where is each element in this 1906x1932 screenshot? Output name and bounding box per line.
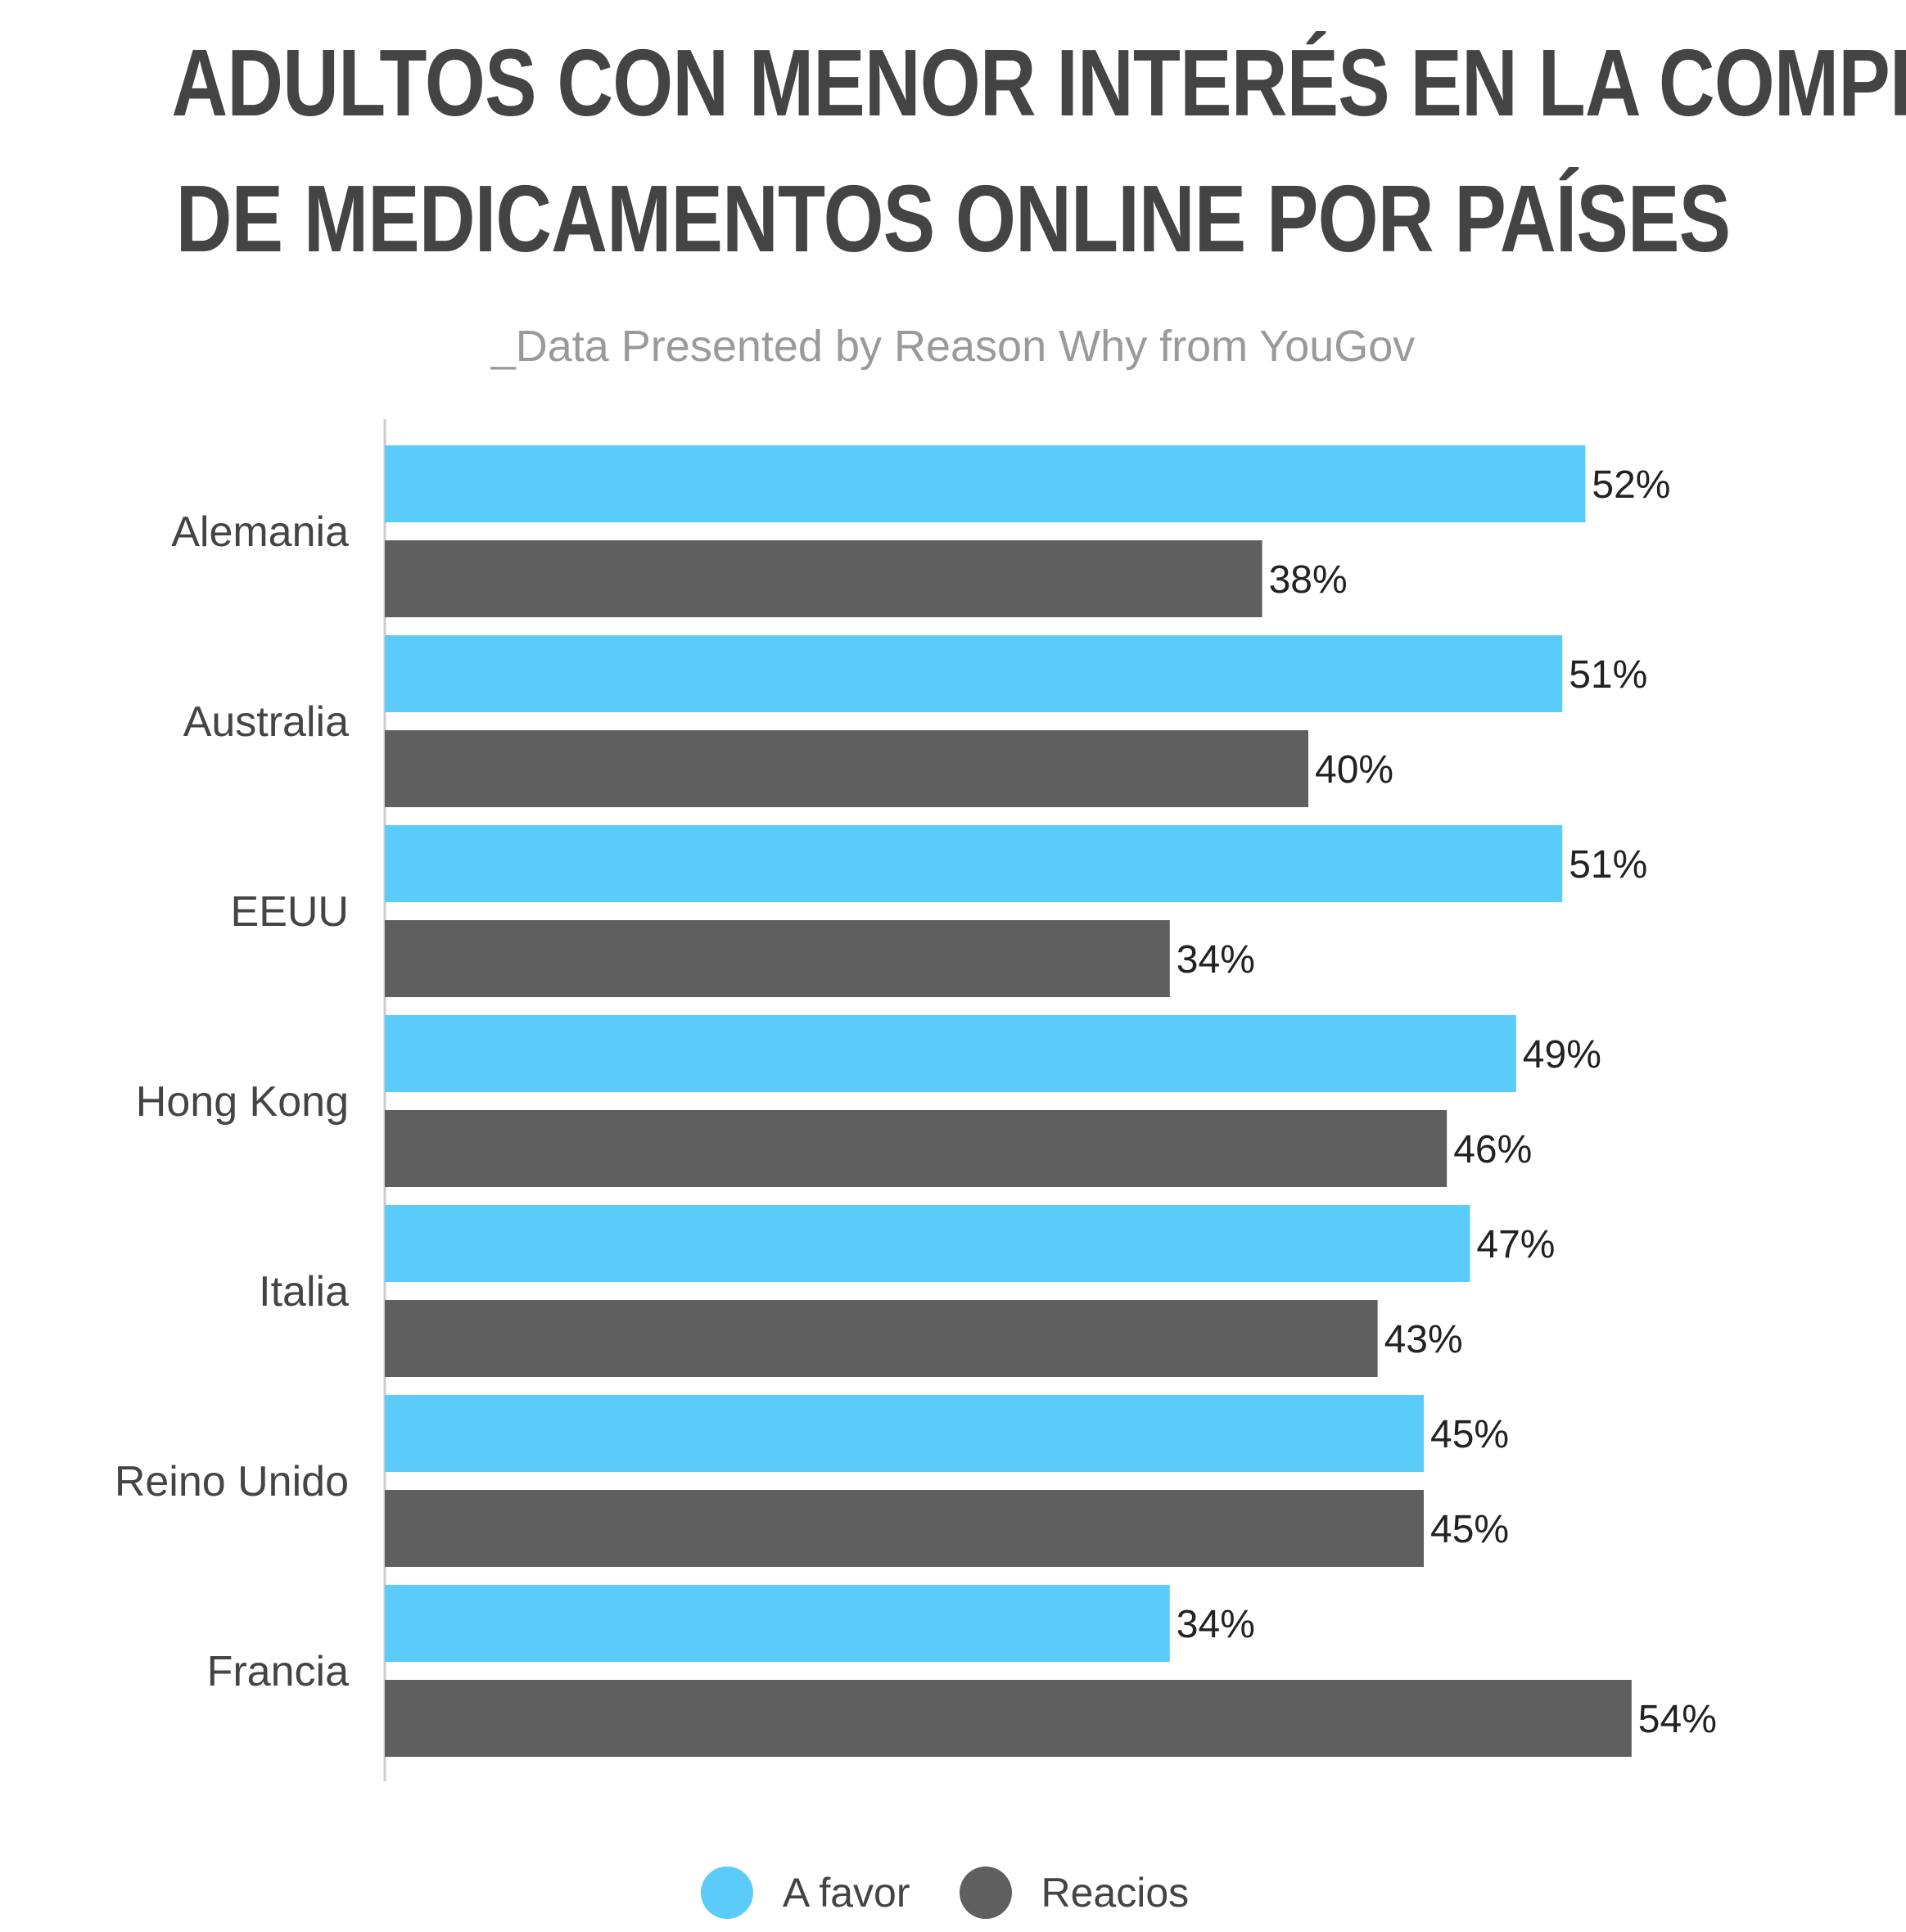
bar-eeuu-a-favor [385, 825, 1563, 902]
category-label-reino-unido: Reino Unido [115, 1458, 349, 1505]
chart-title-line-2: DE MEDICAMENTOS ONLINE POR PAÍSES [175, 165, 1731, 272]
bar-francia-reacios [385, 1680, 1632, 1757]
bar-australia-reacios [385, 730, 1308, 807]
category-label-francia: Francia [207, 1648, 349, 1695]
bar-chart: Alemania 52% 38% Australia 51% 40% EEUU 51% 34% H… [115, 419, 1717, 1781]
chart-title-line-1: ADULTOS CON MENOR INTERÉS EN LA COMPRA [171, 29, 1906, 136]
category-label-italia: Italia [259, 1268, 349, 1316]
legend-item-reacios: Reacios [959, 1867, 1206, 1919]
value-label-alemania-reacios: 38% [1269, 558, 1348, 602]
legend-swatch-reacios [959, 1867, 1012, 1919]
value-label-reino-unido-reacios: 45% [1430, 1508, 1509, 1551]
value-label-hong-kong-reacios: 46% [1453, 1128, 1532, 1171]
category-label-eeuu: EEUU [231, 888, 349, 936]
bar-eeuu-reacios [385, 920, 1170, 997]
category-label-hong-kong: Hong Kong [136, 1078, 349, 1126]
chart-title: ADULTOS CON MENOR INTERÉS EN LA COMPRA D… [171, 15, 1906, 287]
value-label-francia-reacios: 54% [1638, 1698, 1717, 1741]
value-label-alemania-a-favor: 52% [1592, 463, 1670, 507]
bar-italia-a-favor [385, 1205, 1470, 1282]
chart-subtitle: _Data Presented by Reason Why from YouGo… [490, 322, 1416, 371]
value-label-eeuu-a-favor: 51% [1569, 843, 1647, 887]
value-label-reino-unido-a-favor: 45% [1430, 1413, 1509, 1456]
chart-legend: A favor Reacios [0, 1860, 1906, 1925]
bar-australia-a-favor [385, 635, 1563, 712]
legend-label-a-favor: A favor [782, 1870, 910, 1916]
value-label-eeuu-reacios: 34% [1177, 938, 1255, 982]
category-label-australia: Australia [183, 698, 349, 746]
value-label-italia-reacios: 43% [1384, 1318, 1463, 1361]
legend-item-a-favor: A favor [700, 1867, 927, 1919]
value-label-hong-kong-a-favor: 49% [1523, 1033, 1601, 1077]
legend-swatch-a-favor [700, 1867, 753, 1919]
category-label-alemania: Alemania [171, 508, 349, 556]
bar-hong-kong-a-favor [385, 1015, 1516, 1092]
bar-alemania-reacios [385, 540, 1262, 617]
legend-label-reacios: Reacios [1041, 1870, 1190, 1916]
value-label-australia-reacios: 40% [1315, 748, 1393, 792]
bar-reino-unido-reacios [385, 1490, 1424, 1567]
value-label-australia-a-favor: 51% [1569, 653, 1647, 697]
value-label-italia-a-favor: 47% [1476, 1223, 1555, 1266]
bar-italia-reacios [385, 1300, 1378, 1377]
bar-hong-kong-reacios [385, 1110, 1448, 1187]
bar-reino-unido-a-favor [385, 1395, 1424, 1472]
value-label-francia-a-favor: 34% [1177, 1603, 1255, 1646]
bar-francia-a-favor [385, 1585, 1170, 1662]
bar-alemania-a-favor [385, 445, 1586, 522]
